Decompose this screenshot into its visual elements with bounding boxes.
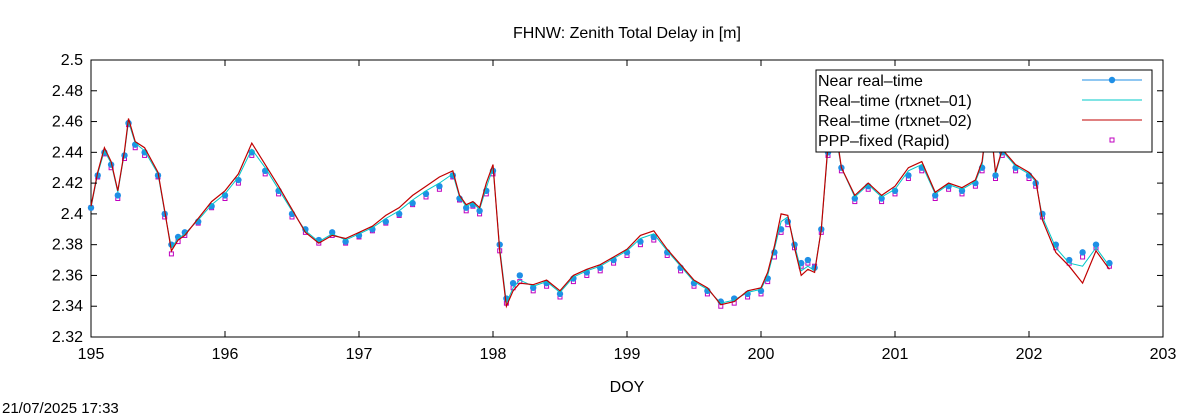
chart-title: FHNW: Zenith Total Delay in [m] [513,25,741,42]
y-tick-label: 2.38 [52,237,83,254]
nrt-point [382,218,389,225]
x-tick-label: 200 [748,346,775,363]
x-tick-label: 198 [480,346,507,363]
y-tick-label: 2.44 [52,144,83,161]
nrt-point [208,202,215,210]
nrt-point [342,238,349,245]
nrt-point [476,207,483,215]
nrt-point [422,190,430,198]
y-tick-label: 2.42 [52,175,83,192]
legend-marker-ppp [1109,137,1115,143]
y-tick-label: 2.34 [52,298,83,315]
y-tick-label: 2.32 [52,329,83,346]
nrt-point [114,192,122,199]
ppp-marker [1080,254,1086,260]
series-layer [87,106,1113,309]
nrt-point [87,204,95,211]
nrt-point [992,172,999,179]
legend-box [815,69,1153,153]
x-axis-label: DOY [610,379,645,396]
nrt-point [851,195,858,202]
y-axis: 2.32 2.34 2.36 2.38 2.4 2.42 2.44 2.46 2.48 2.5 [52,52,1163,346]
legend-marks [1082,76,1142,143]
rt02-line [90,106,1110,309]
nrt-point [804,256,812,264]
y-tick-label: 2.46 [52,114,83,131]
legend-label-rt02: Real–time (rtxnet–02) [818,113,972,130]
nrt-point [1079,249,1086,256]
legend-label-rt01: Real–time (rtxnet–01) [818,93,972,110]
nrt-point [597,264,604,271]
ppp-marker [168,251,174,257]
nrt-point [878,195,885,202]
legend-label-nrt: Near real–time [818,73,923,90]
legend: Near real–time Real–time (rtxnet–01) Rea… [815,69,1153,153]
y-tick-label: 2.4 [61,206,83,223]
nrt-point [509,279,517,287]
nrt-point [355,232,363,239]
nrt-point [221,192,229,199]
nrt-point [369,226,376,233]
x-tick-label: 199 [614,346,641,363]
x-tick-label: 201 [882,346,909,363]
x-axis: 195 196 197 198 199 200 201 202 203 [78,60,1177,363]
nrt-point [329,229,336,236]
x-tick-label: 203 [1150,346,1177,363]
y-tick-label: 2.36 [52,267,83,284]
legend-marker-nrt [1108,76,1116,84]
plot-area [87,59,1164,338]
nrt-point [262,167,269,174]
nrt-point [556,290,564,298]
x-tick-label: 195 [78,346,105,363]
timestamp: 21/07/2025 17:33 [2,400,119,417]
legend-label-ppp: PPP–fixed (Rapid) [818,133,950,150]
x-tick-label: 202 [1016,346,1043,363]
nrt-point [409,199,416,207]
nrt-point [891,187,899,195]
nrt-point [516,272,523,279]
rt01-line [90,109,1110,305]
x-tick-label: 196 [212,346,239,363]
y-tick-label: 2.5 [61,52,83,69]
nrt-point [463,204,470,211]
nrt-point [1092,241,1100,248]
nrt-point [932,192,939,199]
x-tick-label: 197 [346,346,373,363]
y-tick-label: 2.48 [52,83,83,100]
nrt-point [637,238,644,245]
